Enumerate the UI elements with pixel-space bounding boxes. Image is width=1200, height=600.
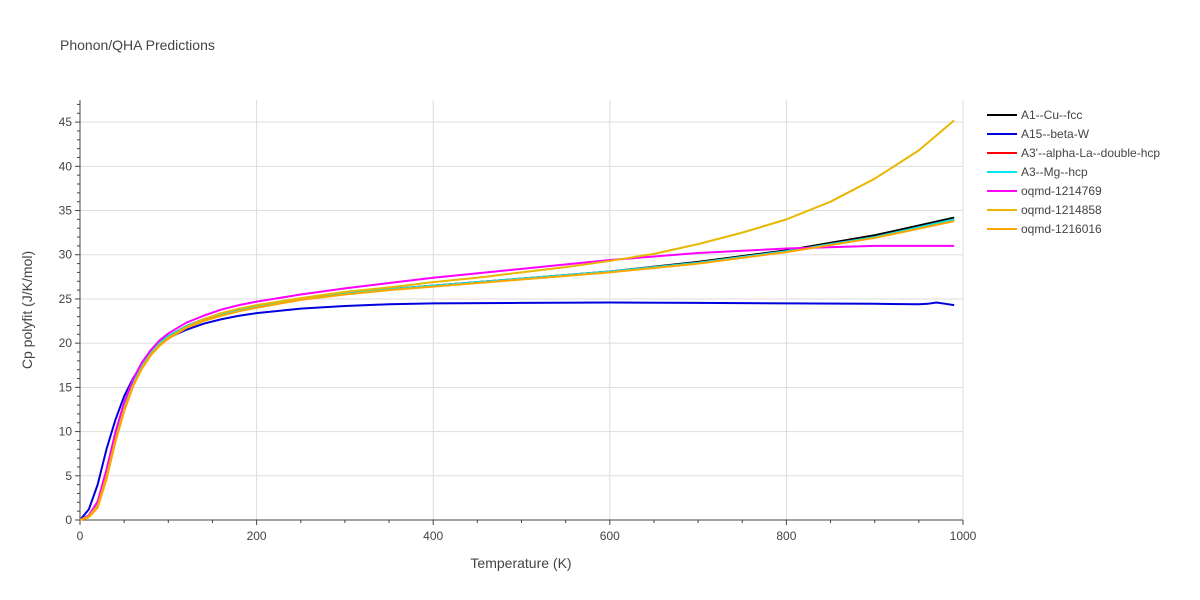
plot-area: [79, 119, 955, 521]
grid: [80, 100, 964, 520]
y-tick-label: 35: [59, 204, 73, 218]
chart-title: Phonon/QHA Predictions: [60, 37, 215, 53]
x-tick-label: 200: [247, 529, 267, 543]
legend-label-6: oqmd-1216016: [1021, 222, 1102, 236]
series-line-4: [79, 244, 955, 521]
x-tick-label: 1000: [950, 529, 977, 543]
legend-label-3: A3--Mg--hcp: [1021, 165, 1088, 179]
y-tick-label: 45: [59, 115, 73, 129]
y-tick-label: 30: [59, 248, 73, 262]
x-tick-label: 600: [600, 529, 620, 543]
y-tick-label: 40: [59, 159, 73, 173]
series-line-0: [79, 216, 955, 521]
series-line-3: [79, 218, 955, 521]
y-tick-label: 15: [59, 380, 73, 394]
series-line-2: [79, 218, 955, 521]
series-line-5: [79, 119, 955, 521]
x-tick-label: 400: [423, 529, 443, 543]
legend-label-0: A1--Cu--fcc: [1021, 108, 1082, 122]
legend: A1--Cu--fcc A15--beta-W A3'--alpha-La--dou…: [987, 108, 1160, 236]
legend-label-4: oqmd-1214769: [1021, 184, 1102, 198]
y-tick-label: 10: [59, 425, 73, 439]
y-tick-label: 20: [59, 336, 73, 350]
series-line-6: [79, 220, 955, 521]
y-tick-label: 25: [59, 292, 73, 306]
x-tick-label: 800: [776, 529, 796, 543]
y-tick-label: 0: [65, 513, 72, 527]
x-axis-title: Temperature (K): [470, 555, 571, 571]
legend-label-5: oqmd-1214858: [1021, 203, 1102, 217]
series-line-1: [79, 301, 955, 521]
x-tick-label: 0: [77, 529, 84, 543]
legend-label-2: A3'--alpha-La--double-hcp: [1021, 146, 1160, 160]
legend-label-1: A15--beta-W: [1021, 127, 1090, 141]
y-tick-label: 5: [65, 469, 72, 483]
y-axis-title: Cp polyfit (J/K/mol): [19, 251, 35, 369]
axes: 0 5 10 15 20 25 30 35 40 45 0 200 400 600 800 1000: [59, 100, 977, 543]
